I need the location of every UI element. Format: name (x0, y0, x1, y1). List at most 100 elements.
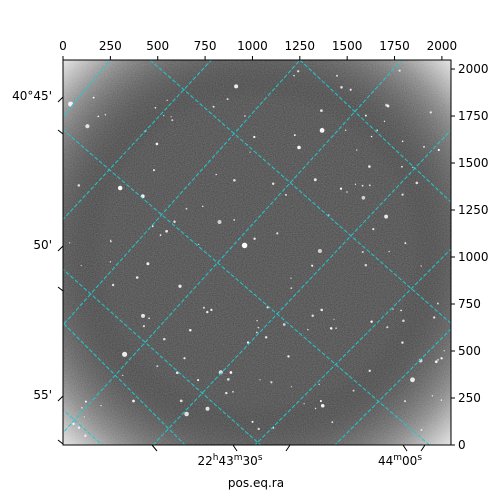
dec-tick-label: 55' (33, 388, 52, 402)
ra-tick (420, 444, 426, 452)
star (104, 114, 107, 116)
star (210, 308, 213, 312)
star (364, 263, 368, 267)
star (197, 379, 200, 382)
star (229, 371, 233, 374)
star (297, 70, 300, 73)
ra-tick (232, 444, 238, 452)
ra-tick-label: 22h43m30s (197, 453, 262, 468)
star (183, 357, 186, 360)
star (212, 105, 215, 108)
grid-line (63, 60, 403, 434)
star (83, 416, 85, 418)
star (307, 328, 309, 331)
star (84, 434, 87, 438)
star (69, 242, 71, 244)
star (156, 365, 159, 368)
dec-tick (57, 439, 64, 445)
star (97, 115, 100, 118)
star (429, 111, 432, 114)
x-axis-label: pos.eq.ra (228, 476, 284, 490)
y-tick-label: 0 (458, 438, 466, 452)
star (297, 145, 301, 150)
sky-image (63, 60, 451, 445)
star-field (68, 69, 445, 438)
star (141, 313, 145, 318)
star (270, 381, 273, 384)
star (339, 187, 343, 190)
star (320, 308, 324, 312)
star (313, 178, 317, 182)
grid-line (63, 60, 213, 221)
star (361, 195, 366, 200)
star (361, 250, 364, 254)
ra-tick (151, 444, 158, 452)
star (311, 314, 314, 318)
grid-line (63, 60, 111, 118)
star (184, 411, 189, 417)
grid-line (149, 60, 451, 325)
star (217, 220, 222, 224)
star (146, 262, 150, 266)
y-tick-label: 500 (458, 344, 481, 358)
x-tick-label: 1000 (237, 39, 268, 53)
x-tick-label: 500 (146, 39, 169, 53)
star (303, 403, 305, 405)
star (117, 185, 123, 191)
star (386, 104, 390, 108)
star (215, 173, 217, 176)
star (356, 149, 358, 151)
star (368, 184, 371, 187)
star (320, 403, 325, 408)
star (318, 383, 320, 386)
star (384, 214, 389, 219)
star (218, 370, 223, 375)
star (383, 120, 386, 122)
dec-axis: 40°45' 50' 55' (12, 89, 64, 445)
star (368, 165, 371, 168)
grid-line (299, 60, 451, 203)
star (403, 400, 407, 403)
star (437, 359, 439, 361)
coordinate-grid (63, 60, 451, 445)
star (293, 74, 295, 77)
star (185, 207, 188, 210)
grid-line (63, 60, 301, 326)
star (433, 316, 436, 319)
grid-line (63, 322, 186, 445)
star (234, 84, 239, 89)
star (420, 428, 423, 431)
star (290, 386, 292, 388)
star (440, 399, 443, 401)
star (423, 145, 425, 148)
star (271, 182, 275, 186)
star (331, 421, 334, 424)
grid-line (254, 248, 451, 445)
star (148, 317, 150, 320)
star (142, 324, 146, 328)
star (165, 229, 168, 233)
star (437, 148, 440, 152)
y-tick-label: 250 (458, 391, 481, 405)
star (256, 319, 258, 322)
star (202, 306, 205, 309)
x-tick-label: 1750 (379, 39, 410, 53)
star (251, 420, 254, 423)
star (400, 309, 402, 312)
star (290, 277, 292, 279)
star (122, 374, 124, 377)
dec-tick (57, 286, 64, 292)
star (319, 399, 322, 403)
x-tick-label: 250 (99, 39, 122, 53)
star (81, 406, 83, 409)
star (109, 261, 112, 263)
star (333, 318, 335, 320)
star (205, 406, 210, 411)
star (256, 331, 258, 334)
star (241, 242, 248, 249)
star (443, 350, 445, 352)
star (206, 310, 209, 314)
star (257, 427, 260, 431)
star (401, 140, 404, 143)
star (77, 426, 81, 429)
